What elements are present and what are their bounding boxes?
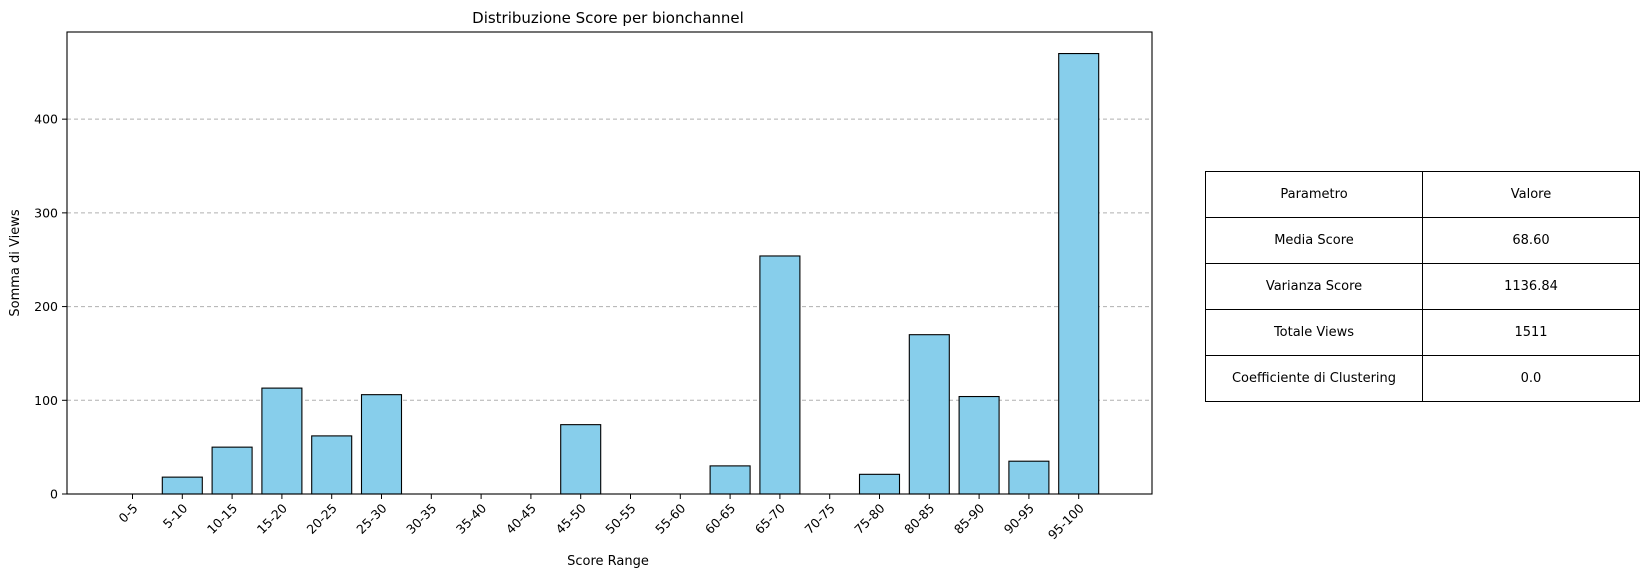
bar (1058, 53, 1100, 495)
plot-frame (66, 31, 1153, 495)
x-tick-label: 65-70 (752, 500, 788, 536)
bar (759, 255, 801, 495)
x-tick-label: 30-35 (403, 501, 439, 537)
x-tick-label: 45-50 (553, 500, 589, 536)
bar (709, 465, 751, 495)
x-tick-label: 35-40 (453, 500, 489, 536)
x-tick-label: 80-85 (901, 501, 937, 537)
table-row: Media Score 68.60 (1205, 217, 1640, 264)
x-tick-label: 40-45 (503, 501, 539, 537)
chart-title: Distribuzione Score per bionchannel (472, 9, 744, 27)
bar (211, 446, 253, 495)
bar (161, 476, 203, 495)
y-axis-title: Somma di Views (8, 209, 23, 316)
x-tick-label: 90-95 (1001, 501, 1037, 537)
table-row: Varianza Score 1136.84 (1205, 263, 1640, 310)
bar (858, 473, 901, 495)
x-tick-label: 0-5 (116, 501, 141, 526)
table-row: Coefficiente di Clustering 0.0 (1205, 355, 1640, 402)
table-cell: 68.60 (1422, 217, 1640, 264)
bar (261, 387, 303, 495)
x-tick-label: 50-55 (602, 501, 638, 537)
bar (311, 435, 353, 495)
y-tick-label: 0 (50, 487, 58, 502)
table-cell: 1511 (1422, 309, 1640, 356)
y-tick-label: 200 (34, 299, 58, 314)
x-tick-label: 60-65 (702, 501, 738, 537)
x-tick-label: 25-30 (353, 500, 389, 536)
y-tick-label: 300 (34, 205, 58, 220)
x-tick-label: 95-100 (1045, 500, 1087, 542)
x-tick-label: 70-75 (802, 501, 838, 537)
x-axis-title: Score Range (567, 554, 649, 569)
table-cell: Coefficiente di Clustering (1205, 355, 1423, 402)
table-cell: Media Score (1205, 217, 1423, 264)
y-tick-label: 400 (34, 112, 58, 127)
table-header-cell: Parametro (1205, 171, 1423, 218)
x-tick-label: 5-10 (160, 500, 191, 531)
stats-table: Parametro Valore Media Score 68.60 Varia… (1205, 171, 1640, 402)
y-tick-label: 100 (34, 393, 58, 408)
x-tick-label: 20-25 (304, 501, 340, 537)
bar (908, 334, 950, 495)
y-axis-ticks: 0 100 200 300 400 (34, 112, 67, 502)
table-header-row: Parametro Valore (1205, 171, 1640, 218)
table-header-cell: Valore (1422, 171, 1640, 218)
bar (560, 424, 602, 495)
table-cell: Varianza Score (1205, 263, 1423, 310)
bar (1008, 460, 1050, 495)
bar (360, 394, 403, 495)
table-cell: 0.0 (1422, 355, 1640, 402)
table-row: Totale Views 1511 (1205, 309, 1640, 356)
x-tick-label: 55-60 (652, 500, 688, 536)
x-axis-ticks: 0-5 5-10 10-15 15-20 20-25 25-30 30-35 35-40 40-… (116, 494, 1087, 542)
table-cell: Totale Views (1205, 309, 1423, 356)
table-cell: 1136.84 (1422, 263, 1640, 310)
grid-lines (67, 118, 1152, 401)
x-tick-label: 75-80 (851, 500, 887, 536)
x-tick-label: 15-20 (254, 500, 290, 536)
bar (958, 395, 1000, 495)
x-tick-label: 85-90 (951, 500, 987, 536)
x-tick-label: 10-15 (204, 501, 240, 537)
